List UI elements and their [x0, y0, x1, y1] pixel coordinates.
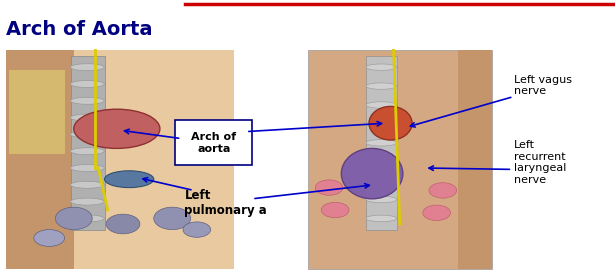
Ellipse shape [105, 171, 154, 188]
Ellipse shape [70, 114, 105, 121]
Ellipse shape [366, 158, 397, 165]
Ellipse shape [315, 180, 343, 195]
Ellipse shape [366, 215, 397, 222]
Ellipse shape [74, 109, 160, 148]
Ellipse shape [154, 207, 191, 230]
Text: Left
pulmonary a: Left pulmonary a [184, 189, 268, 217]
Ellipse shape [183, 222, 210, 237]
Ellipse shape [366, 178, 397, 184]
Ellipse shape [70, 97, 105, 104]
Ellipse shape [70, 81, 105, 88]
Ellipse shape [366, 102, 397, 108]
FancyBboxPatch shape [458, 50, 492, 269]
Ellipse shape [70, 198, 105, 205]
FancyBboxPatch shape [308, 50, 492, 269]
Ellipse shape [70, 131, 105, 138]
Ellipse shape [429, 183, 456, 198]
FancyBboxPatch shape [6, 50, 74, 269]
Ellipse shape [70, 64, 105, 71]
Ellipse shape [423, 205, 450, 221]
FancyBboxPatch shape [175, 120, 252, 165]
Ellipse shape [366, 121, 397, 127]
FancyBboxPatch shape [366, 56, 397, 230]
Ellipse shape [70, 181, 105, 188]
Ellipse shape [55, 207, 92, 230]
Text: Arch of Aorta: Arch of Aorta [6, 20, 153, 39]
Ellipse shape [369, 106, 412, 140]
FancyBboxPatch shape [9, 70, 65, 154]
Ellipse shape [366, 83, 397, 89]
Text: Left
recurrent
laryngeal
nerve: Left recurrent laryngeal nerve [514, 140, 566, 185]
Ellipse shape [322, 202, 349, 218]
Ellipse shape [34, 230, 65, 246]
FancyBboxPatch shape [71, 56, 105, 230]
Ellipse shape [366, 196, 397, 203]
Text: Left vagus
nerve: Left vagus nerve [514, 74, 571, 96]
Ellipse shape [106, 214, 140, 234]
Ellipse shape [366, 140, 397, 146]
Ellipse shape [70, 215, 105, 222]
Ellipse shape [341, 148, 403, 199]
Text: Arch of
aorta: Arch of aorta [191, 132, 236, 154]
Ellipse shape [70, 165, 105, 171]
FancyBboxPatch shape [6, 50, 234, 269]
Ellipse shape [366, 64, 397, 71]
Ellipse shape [70, 148, 105, 155]
